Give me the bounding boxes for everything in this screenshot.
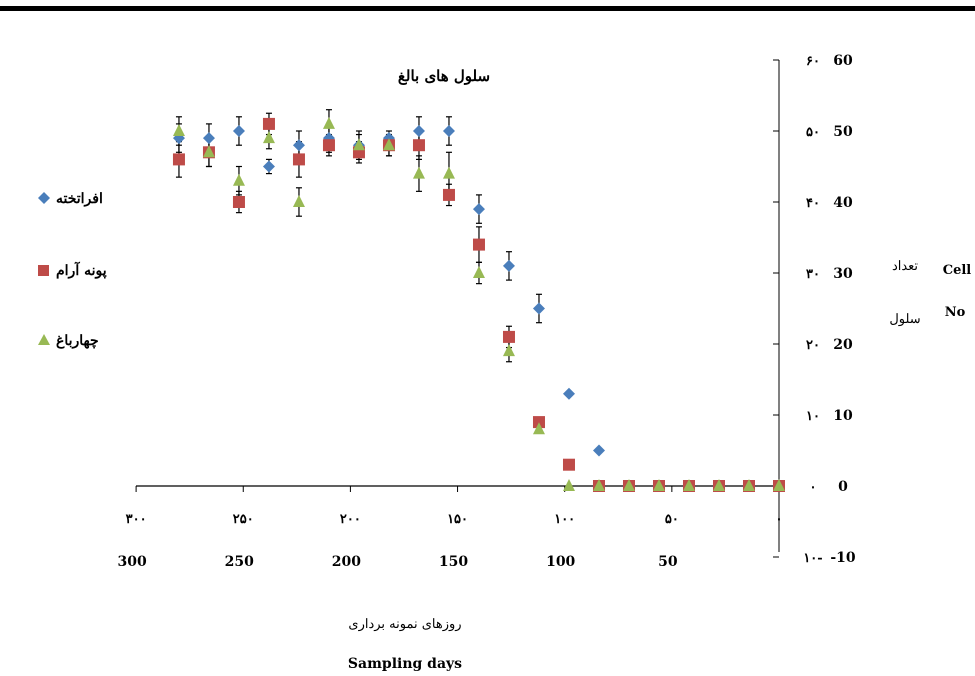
y-tick-label-en: -10 — [830, 550, 856, 566]
legend-marker-square — [38, 265, 49, 276]
data-point-diamond — [532, 302, 545, 315]
data-point-triangle — [742, 479, 755, 491]
y-tick-label-fa: ۰ — [810, 480, 817, 495]
legend-item-3: چهارباغ — [38, 333, 99, 349]
data-point-diamond — [442, 125, 455, 137]
x-axis-ticks: ۳۰۰ ۲۵۰ ۲۰۰ ۱۵۰ ۱۰۰ ۵۰ ۰ 300 250 200 150 100 50 — [117, 486, 782, 570]
data-point-triangle — [172, 124, 185, 136]
x-tick-label-fa: ۲۰۰ — [340, 512, 361, 527]
data-point-square — [502, 330, 515, 343]
y-tick-label-fa: ۴۰ — [806, 196, 820, 211]
data-point-square — [232, 196, 245, 208]
y-tick-label-fa: ۲۰ — [806, 338, 820, 353]
data-point-diamond — [562, 387, 575, 400]
data-point-triangle — [292, 195, 305, 207]
data-point-triangle — [412, 166, 425, 179]
data-point-triangle — [382, 138, 395, 151]
data-point-diamond — [232, 125, 245, 137]
data-point-triangle — [532, 422, 545, 435]
y-tick-label-en: 40 — [833, 195, 853, 211]
data-point-triangle — [352, 138, 365, 151]
x-tick-label-fa: ۲۵۰ — [233, 512, 254, 527]
data-point-square — [562, 458, 575, 471]
data-point-triangle — [773, 479, 785, 491]
data-points — [172, 116, 785, 492]
data-point-triangle — [652, 479, 665, 491]
data-point-triangle — [202, 145, 215, 158]
data-point-square — [292, 153, 305, 166]
xlabel-en: Sampling days — [348, 656, 462, 672]
y-tick-label-fa: ۶۰ — [806, 54, 820, 69]
legend-label-1: افراتخته — [56, 191, 103, 207]
x-tick-label-fa: ۱۵۰ — [447, 512, 468, 527]
y-tick-label-en: 30 — [833, 266, 853, 282]
data-point-triangle — [322, 116, 335, 129]
data-point-square — [172, 153, 185, 166]
data-point-triangle — [262, 131, 275, 144]
legend-item-2: پونه آرام — [38, 261, 107, 279]
data-point-triangle — [472, 266, 485, 278]
x-tick-label-fa: ۱۰۰ — [554, 512, 575, 527]
chart-title: سلول های بالغ — [398, 67, 490, 85]
y-tick-label-en: 0 — [838, 479, 848, 495]
x-tick-label-fa: ۰ — [776, 512, 783, 527]
data-point-diamond — [202, 132, 215, 145]
legend-label-3: چهارباغ — [56, 333, 99, 349]
data-point-triangle — [442, 166, 455, 179]
data-point-square — [412, 139, 425, 152]
top-border — [0, 6, 975, 11]
data-point-diamond — [592, 444, 605, 457]
data-point-square — [262, 117, 275, 130]
data-point-triangle — [232, 173, 245, 186]
data-point-triangle — [562, 479, 575, 491]
data-point-square — [322, 139, 335, 152]
ylabel-en-2: No — [945, 305, 966, 320]
x-tick-label-fa: ۳۰۰ — [126, 512, 147, 527]
x-tick-label-en: 50 — [658, 554, 678, 570]
legend-marker-diamond — [38, 192, 50, 204]
y-axis-ticks: ۶۰ 60 ۵۰ 50 ۴۰ 40 ۳۰ 30 ۲۰ 20 ۱۰ 10 ۰ 0 ۱۰- -10 — [773, 53, 856, 566]
y-tick-label-en: 60 — [833, 53, 853, 69]
data-point-diamond — [262, 160, 275, 173]
data-point-triangle — [712, 479, 725, 491]
legend-label-2: پونه آرام — [56, 261, 107, 279]
y-tick-label-fa: ۱۰- — [803, 551, 822, 566]
y-tick-label-en: 10 — [833, 408, 853, 424]
data-point-square — [442, 188, 455, 201]
x-tick-label-fa: ۵۰ — [665, 512, 679, 527]
legend: افراتخته پونه آرام چهارباغ — [38, 191, 107, 349]
data-point-square — [472, 238, 485, 251]
data-point-diamond — [472, 203, 485, 216]
data-point-diamond — [412, 125, 425, 137]
data-point-diamond — [292, 139, 305, 152]
y-tick-label-fa: ۱۰ — [806, 409, 820, 424]
data-point-triangle — [682, 479, 695, 491]
data-point-diamond — [502, 259, 515, 272]
ylabel-fa-1: تعداد — [892, 259, 918, 274]
xlabel-fa: روزهای نمونه برداری — [348, 617, 461, 632]
data-point-square — [532, 416, 545, 429]
x-tick-label-en: 300 — [117, 554, 146, 570]
x-tick-label-en: 100 — [546, 554, 575, 570]
x-tick-label-en: 200 — [332, 554, 361, 570]
legend-item-1: افراتخته — [38, 191, 103, 207]
x-tick-label-en: 150 — [439, 554, 468, 570]
y-tick-label-en: 50 — [833, 124, 853, 140]
ylabel-en-1: Cell — [943, 263, 972, 278]
legend-marker-triangle — [38, 334, 50, 345]
y-tick-label-en: 20 — [833, 337, 853, 353]
data-point-triangle — [502, 344, 515, 357]
data-point-triangle — [622, 479, 635, 491]
ylabel-fa-2: سلول — [889, 312, 920, 327]
x-tick-label-en: 250 — [225, 554, 254, 570]
y-tick-label-fa: ۳۰ — [806, 267, 820, 282]
data-point-triangle — [592, 479, 605, 491]
y-tick-label-fa: ۵۰ — [806, 125, 820, 140]
